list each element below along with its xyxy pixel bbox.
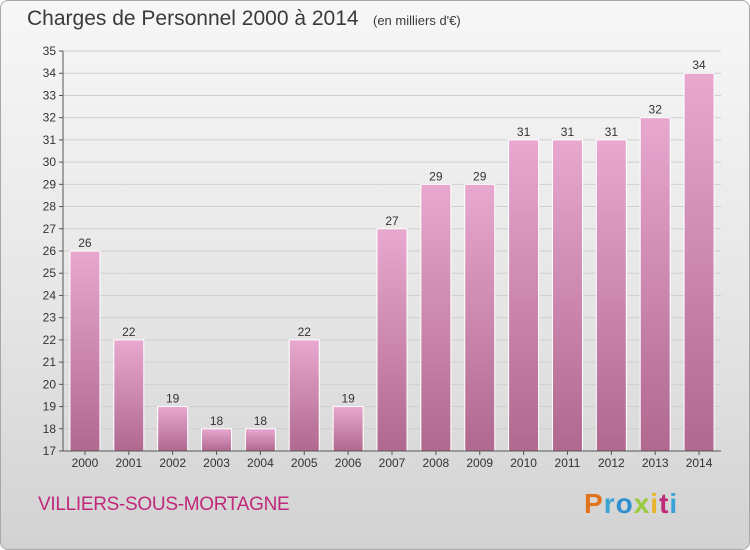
data-label: 22 bbox=[122, 325, 136, 339]
data-label: 31 bbox=[561, 125, 575, 139]
logo-letter: r bbox=[603, 488, 616, 519]
y-tick-label: 19 bbox=[43, 400, 57, 414]
logo-letter: i bbox=[669, 488, 679, 519]
logo-letter: t bbox=[659, 488, 670, 519]
data-label: 31 bbox=[517, 125, 531, 139]
bar bbox=[595, 139, 627, 452]
bar bbox=[69, 250, 101, 452]
commune-name: VILLIERS-SOUS-MORTAGNE bbox=[38, 494, 290, 515]
y-tick-label: 25 bbox=[43, 266, 57, 280]
bar bbox=[157, 406, 189, 452]
y-tick-label: 30 bbox=[43, 155, 57, 169]
logo-letter: P bbox=[584, 488, 604, 519]
y-tick-label: 22 bbox=[43, 333, 57, 347]
y-tick-label: 21 bbox=[43, 355, 57, 369]
y-tick-label: 18 bbox=[43, 422, 57, 436]
bar bbox=[464, 183, 496, 452]
y-tick-label: 34 bbox=[43, 66, 57, 80]
data-label: 29 bbox=[429, 169, 443, 183]
x-tick-label: 2002 bbox=[159, 456, 186, 470]
data-label: 31 bbox=[605, 125, 619, 139]
bar bbox=[332, 406, 364, 452]
y-tick-label: 32 bbox=[43, 111, 57, 125]
data-labels: 26 22 19 18 18 22 19 27 29 29 31 31 31 32 34 bbox=[78, 58, 706, 428]
x-tick-label: 2007 bbox=[379, 456, 406, 470]
y-axis-ticks: 17 18 19 20 21 22 23 24 25 26 27 28 29 30 31 32 33 34 35 bbox=[43, 44, 63, 458]
data-label: 18 bbox=[210, 414, 224, 428]
x-tick-label: 2013 bbox=[642, 456, 669, 470]
y-tick-label: 27 bbox=[43, 222, 57, 236]
bar bbox=[683, 72, 715, 452]
bar bbox=[201, 428, 233, 452]
y-tick-label: 26 bbox=[43, 244, 57, 258]
bar bbox=[376, 228, 408, 452]
bar bbox=[551, 139, 583, 452]
y-tick-label: 23 bbox=[43, 311, 57, 325]
x-tick-label: 2010 bbox=[510, 456, 537, 470]
data-label: 34 bbox=[692, 58, 706, 72]
x-tick-label: 2012 bbox=[598, 456, 625, 470]
logo-letter: x bbox=[633, 488, 651, 519]
data-label: 26 bbox=[78, 236, 92, 250]
x-tick-label: 2000 bbox=[72, 456, 99, 470]
x-tick-label: 2003 bbox=[203, 456, 230, 470]
x-tick-label: 2014 bbox=[686, 456, 713, 470]
bar bbox=[639, 117, 671, 452]
x-tick-label: 2001 bbox=[115, 456, 142, 470]
x-tick-label: 2004 bbox=[247, 456, 274, 470]
x-tick-label: 2009 bbox=[466, 456, 493, 470]
y-tick-label: 33 bbox=[43, 88, 57, 102]
y-tick-label: 20 bbox=[43, 377, 57, 391]
data-label: 18 bbox=[254, 414, 268, 428]
x-tick-label: 2005 bbox=[291, 456, 318, 470]
data-label: 19 bbox=[341, 392, 355, 406]
y-tick-label: 17 bbox=[43, 444, 57, 458]
data-label: 29 bbox=[473, 169, 487, 183]
x-axis-ticks: 2000 2001 2002 2003 2004 2005 2006 2007 2008 2009… bbox=[72, 451, 713, 470]
data-label: 27 bbox=[385, 214, 399, 228]
logo-letter: o bbox=[615, 488, 634, 519]
y-tick-label: 28 bbox=[43, 200, 57, 214]
chart-title: Charges de Personnel 2000 à 2014 bbox=[27, 7, 359, 30]
bar bbox=[244, 428, 276, 452]
x-tick-label: 2006 bbox=[335, 456, 362, 470]
x-tick-label: 2008 bbox=[423, 456, 450, 470]
y-tick-label: 24 bbox=[43, 288, 57, 302]
logo-letter: i bbox=[650, 488, 660, 519]
bar bbox=[508, 139, 540, 452]
data-label: 19 bbox=[166, 392, 180, 406]
bar bbox=[288, 339, 320, 452]
y-tick-label: 29 bbox=[43, 177, 57, 191]
bar bbox=[113, 339, 145, 452]
data-label: 32 bbox=[649, 103, 663, 117]
x-tick-label: 2011 bbox=[555, 456, 581, 470]
bar bbox=[420, 183, 452, 452]
y-tick-label: 31 bbox=[43, 133, 57, 147]
proxiti-logo: Proxiti bbox=[584, 488, 678, 520]
y-tick-label: 35 bbox=[43, 44, 57, 58]
data-label: 22 bbox=[298, 325, 312, 339]
bars bbox=[69, 72, 715, 452]
chart-unit: (en milliers d'€) bbox=[373, 13, 461, 28]
